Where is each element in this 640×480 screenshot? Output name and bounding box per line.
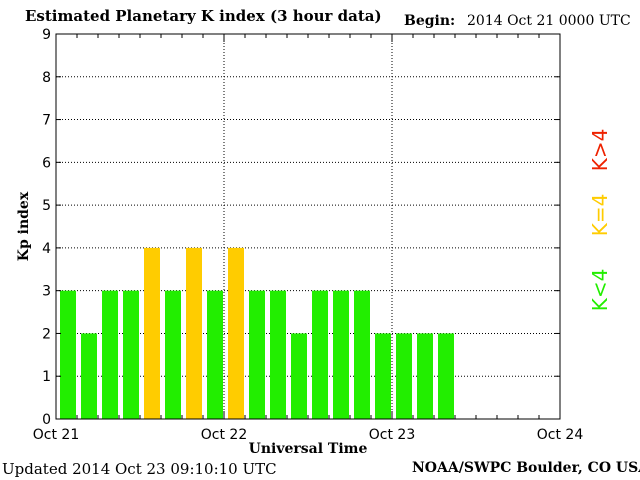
y-tick-label: 2	[42, 326, 51, 342]
source-credit: NOAA/SWPC Boulder, CO USA	[412, 460, 640, 476]
x-tick-label: Oct 21	[33, 427, 79, 443]
y-tick-label: 9	[42, 27, 51, 43]
x-tick-label: Oct 22	[201, 427, 247, 443]
ticks: 0 1 2 3 4 5 6 7 8 9 Oct 21 Oct 22 Oct 23 Oct 24	[33, 27, 584, 443]
kp-bar	[396, 333, 412, 419]
y-tick-label: 7	[42, 113, 51, 129]
legend: K<4 K=4 K>4	[588, 129, 612, 312]
kp-bar	[291, 333, 307, 419]
y-tick-label: 4	[42, 241, 51, 257]
grid	[56, 34, 560, 419]
begin-value: 2014 Oct 21 0000 UTC	[467, 13, 631, 29]
y-tick-label: 5	[42, 198, 51, 214]
kp-bar	[249, 290, 265, 419]
x-tick-label: Oct 23	[369, 427, 415, 443]
kp-bar	[438, 333, 454, 419]
kp-bar	[228, 247, 244, 419]
y-axis-label: Kp index	[16, 191, 32, 261]
legend-entry: K<4	[588, 269, 612, 312]
kp-bar	[270, 290, 286, 419]
updated-timestamp: Updated 2014 Oct 23 09:10:10 UTC	[2, 460, 277, 478]
kp-bar	[417, 333, 433, 419]
y-tick-label: 0	[42, 412, 51, 428]
x-tick-label: Oct 24	[537, 427, 584, 443]
kp-bar	[60, 290, 76, 419]
kp-bar	[354, 290, 370, 419]
legend-entry: K>4	[588, 129, 612, 172]
bars	[60, 247, 454, 419]
kp-bar	[123, 290, 139, 419]
kp-bar	[165, 290, 181, 419]
y-tick-label: 1	[42, 369, 51, 385]
kp-bar	[186, 247, 202, 419]
kp-bar	[207, 290, 223, 419]
y-tick-label: 6	[42, 155, 51, 171]
kp-bar	[144, 247, 160, 419]
kp-bar	[312, 290, 328, 419]
y-tick-label: 3	[42, 284, 51, 300]
x-axis-label: Universal Time	[249, 441, 368, 457]
begin-label: Begin:	[404, 13, 456, 29]
kp-bar	[375, 333, 391, 419]
chart-title: Estimated Planetary K index (3 hour data…	[25, 7, 382, 25]
kp-bar	[102, 290, 118, 419]
kp-bar	[333, 290, 349, 419]
kp-bar	[81, 333, 97, 419]
y-tick-label: 8	[42, 70, 51, 86]
legend-entry: K=4	[588, 194, 612, 237]
